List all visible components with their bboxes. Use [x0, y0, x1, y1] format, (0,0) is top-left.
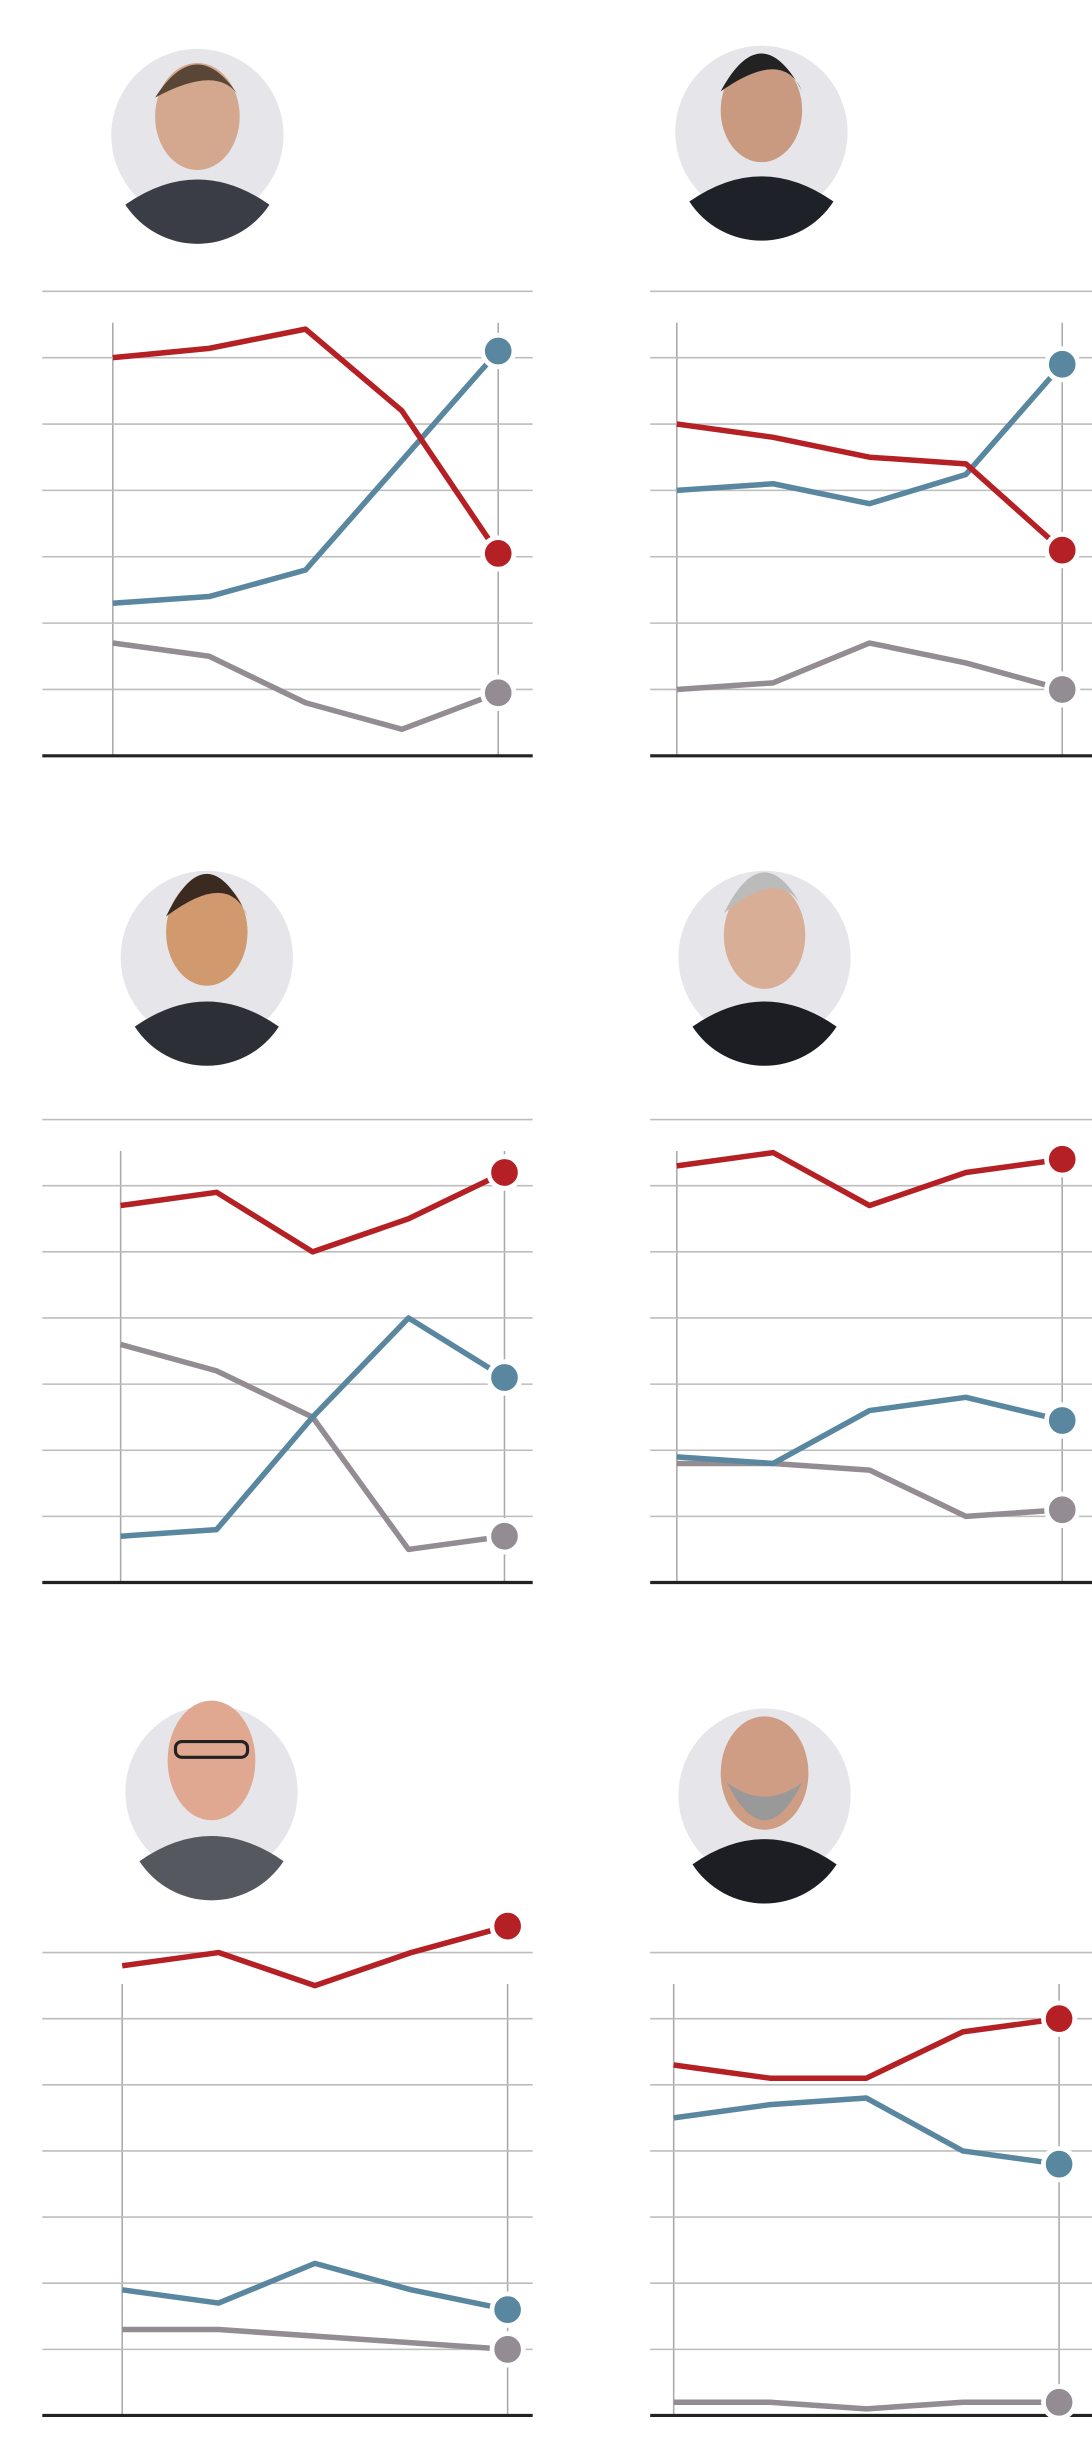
series-line: [676, 1394, 1063, 1467]
series-line: [122, 2326, 508, 2353]
portrait: [678, 870, 851, 1066]
series-line: [121, 1923, 509, 1989]
portrait: [675, 45, 848, 241]
end-dot: [489, 1907, 526, 1945]
end-dot: [486, 1518, 523, 1555]
series-line: [673, 2015, 1060, 2081]
end-dot: [1041, 2146, 1078, 2183]
end-dot: [480, 332, 517, 370]
portrait: [120, 870, 293, 1066]
end-dot: [489, 2331, 526, 2368]
series-line: [112, 326, 501, 555]
series-line: [119, 1341, 505, 1553]
end-dot: [1041, 2384, 1078, 2421]
end-dot: [1044, 1141, 1081, 1178]
end-dot: [1044, 671, 1081, 708]
series-line: [673, 2095, 1060, 2167]
series-line: [112, 349, 501, 606]
series-line: [676, 1460, 1063, 1520]
end-dot: [1044, 1491, 1081, 1528]
series-line: [676, 362, 1065, 507]
portrait: [111, 48, 284, 244]
series-line: [676, 1149, 1063, 1209]
series-line: [112, 640, 500, 733]
end-dot: [480, 674, 517, 711]
series-line: [673, 2399, 1060, 2412]
series-line: [676, 640, 1063, 693]
series-line: [121, 2260, 509, 2313]
end-dot: [486, 1154, 523, 1191]
series-line: [120, 1315, 506, 1539]
portrait: [678, 1708, 851, 1904]
end-dot: [489, 2291, 526, 2328]
series-line: [120, 1169, 506, 1255]
end-dot: [1044, 532, 1081, 569]
portrait: [125, 1700, 298, 1901]
end-dot: [1044, 346, 1081, 383]
portraits: [111, 45, 851, 1904]
series-line: [676, 421, 1065, 553]
end-dot: [480, 535, 517, 572]
end-dot: [1041, 2000, 1078, 2037]
end-dot: [1044, 1402, 1081, 1439]
end-dot: [486, 1359, 523, 1396]
